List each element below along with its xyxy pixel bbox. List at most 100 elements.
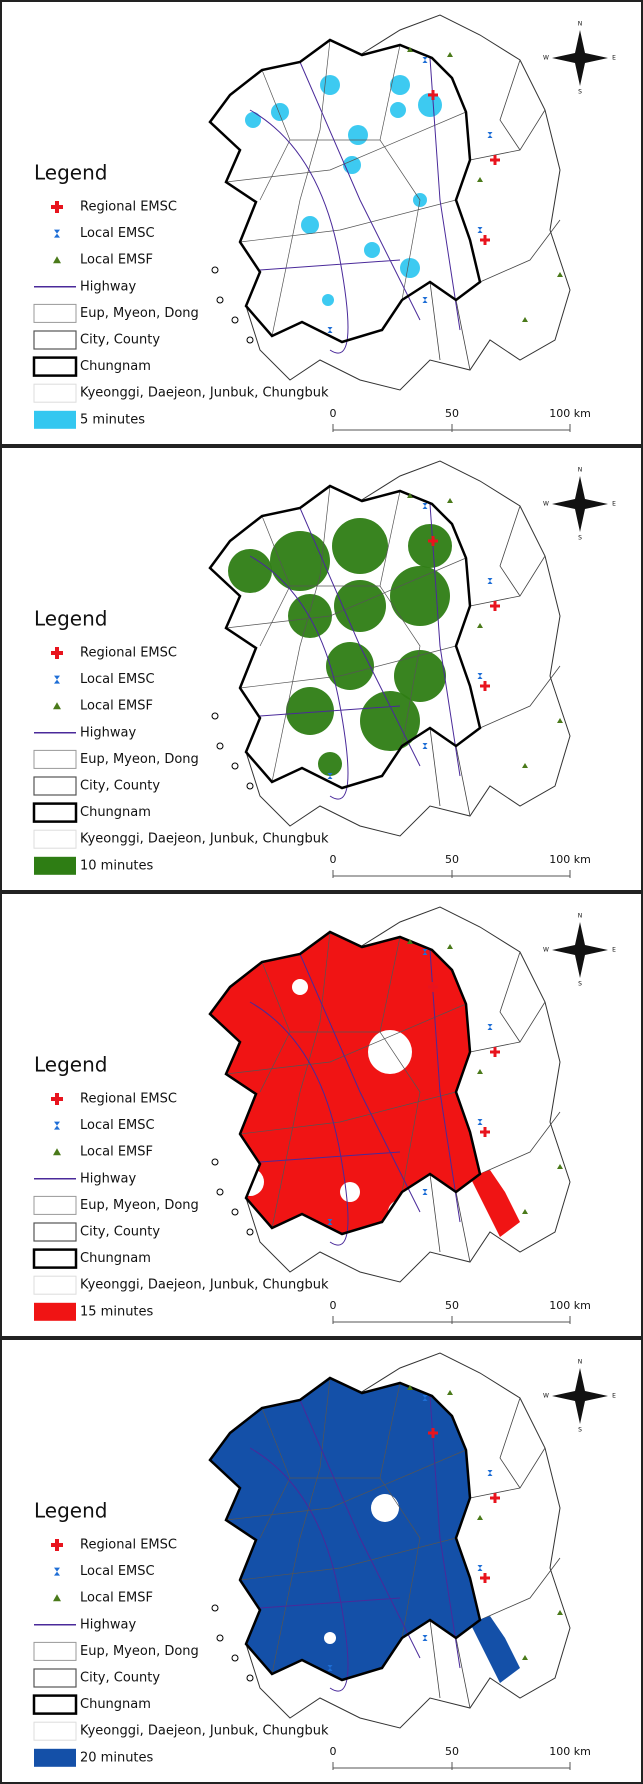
coverage-area	[228, 549, 272, 593]
legend-label: Kyeonggi, Daejeon, Junbuk, Chungbuk	[80, 832, 329, 847]
legend-label: Chungnam	[80, 1251, 151, 1266]
local-emsc	[477, 1565, 483, 1571]
legend-label: Kyeonggi, Daejeon, Junbuk, Chungbuk	[80, 1278, 329, 1293]
legend-symbol	[51, 1539, 63, 1551]
legend-title: Legend	[34, 607, 107, 631]
island	[211, 266, 219, 274]
county-lines	[429, 505, 561, 817]
map-panel: N E S W 0 50 100 km Legend Regional EMSC Local EM…	[0, 892, 643, 1338]
local-emsc	[477, 673, 483, 679]
legend-label: 10 minutes	[80, 858, 154, 873]
island	[231, 1654, 239, 1662]
district-lines	[225, 39, 467, 337]
local-emsf	[477, 623, 483, 628]
legend-label: Regional EMSC	[80, 200, 177, 215]
district-lines	[225, 485, 467, 783]
legend-label: Regional EMSC	[80, 646, 177, 661]
local-emsf	[407, 1385, 413, 1390]
scale-label: 0	[330, 1745, 337, 1758]
regional-emsc	[480, 235, 490, 245]
coverage-area	[332, 518, 388, 574]
local-emsf	[407, 493, 413, 498]
legend-label: Highway	[80, 1171, 136, 1186]
legend-symbol	[32, 802, 78, 823]
legend-label: Local EMSF	[80, 699, 153, 714]
district-lines	[225, 931, 467, 1229]
local-emsf	[447, 52, 453, 57]
legend-label: City, County	[80, 1671, 160, 1686]
compass-rose	[552, 476, 608, 532]
regional-emsc	[480, 681, 490, 691]
compass-label: E	[612, 947, 616, 954]
local-emsf	[557, 1164, 563, 1169]
district-lines	[225, 1377, 467, 1675]
compass-label: S	[578, 535, 582, 542]
coverage-area	[470, 1616, 520, 1683]
legend-label: Local EMSF	[80, 1145, 153, 1160]
local-emsc	[477, 227, 483, 233]
neighbor-boundary	[245, 1352, 571, 1729]
local-emsf	[522, 1655, 528, 1660]
chungnam-boundary	[208, 1376, 482, 1682]
compass-label: W	[543, 947, 549, 954]
coverage-area	[394, 650, 446, 702]
coverage-area	[288, 594, 332, 638]
local-emsc	[422, 1189, 428, 1195]
coverage-area	[390, 102, 406, 118]
regional-emsc	[490, 155, 500, 165]
legend-symbol	[51, 647, 63, 659]
legend-symbol	[32, 356, 78, 377]
scale-label: 0	[330, 407, 337, 420]
compass-label: E	[612, 501, 616, 508]
highway	[249, 503, 461, 800]
compass-label: N	[578, 467, 583, 474]
island	[231, 1208, 239, 1216]
neighbor-boundary	[245, 460, 571, 837]
local-emsc	[422, 297, 428, 303]
legend-label: City, County	[80, 333, 160, 348]
legend-label: Local EMSF	[80, 1591, 153, 1606]
legend-symbol	[33, 383, 77, 403]
island	[211, 1604, 219, 1612]
coverage-area	[390, 75, 410, 95]
legend-symbol	[34, 410, 76, 429]
regional-emsc	[480, 1573, 490, 1583]
legend-label: Regional EMSC	[80, 1092, 177, 1107]
local-emsf	[522, 317, 528, 322]
neighbor-boundary	[245, 906, 571, 1283]
county-lines	[429, 1397, 561, 1709]
compass-label: S	[578, 981, 582, 988]
island	[216, 296, 224, 304]
scale-label: 100 km	[549, 407, 591, 420]
compass-label: S	[578, 89, 582, 96]
map-panel: N E S W 0 50 100 km Legend Regional EMSC Local EM…	[0, 1338, 643, 1784]
compass-rose	[552, 30, 608, 86]
chungnam-boundary	[208, 38, 482, 344]
local-emsc	[487, 1024, 493, 1030]
legend-label: Highway	[80, 725, 136, 740]
island	[211, 712, 219, 720]
legend-symbol	[34, 1748, 76, 1767]
local-emsc	[422, 57, 428, 63]
legend-symbol	[54, 1567, 60, 1576]
regional-emsc	[480, 1127, 490, 1137]
scale-label: 50	[445, 1745, 459, 1758]
coverage-area	[210, 1378, 480, 1680]
legend-label: Kyeonggi, Daejeon, Junbuk, Chungbuk	[80, 1724, 329, 1739]
local-emsc	[477, 1119, 483, 1125]
legend-label: Chungnam	[80, 359, 151, 374]
local-emsf	[557, 1610, 563, 1615]
scale-label: 100 km	[549, 1745, 591, 1758]
coverage-area	[301, 216, 319, 234]
compass-label: N	[578, 21, 583, 28]
legend-symbol	[53, 1148, 61, 1156]
legend-symbol	[33, 776, 77, 796]
compass-label: N	[578, 913, 583, 920]
coverage-area	[390, 566, 450, 626]
coverage-area	[286, 687, 334, 735]
map-panel: N E S W 0 50 100 km Legend Regional EMSC Local EM…	[0, 446, 643, 892]
coverage-area	[470, 1170, 520, 1237]
local-emsf	[447, 498, 453, 503]
local-emsf	[557, 272, 563, 277]
local-emsf	[447, 944, 453, 949]
